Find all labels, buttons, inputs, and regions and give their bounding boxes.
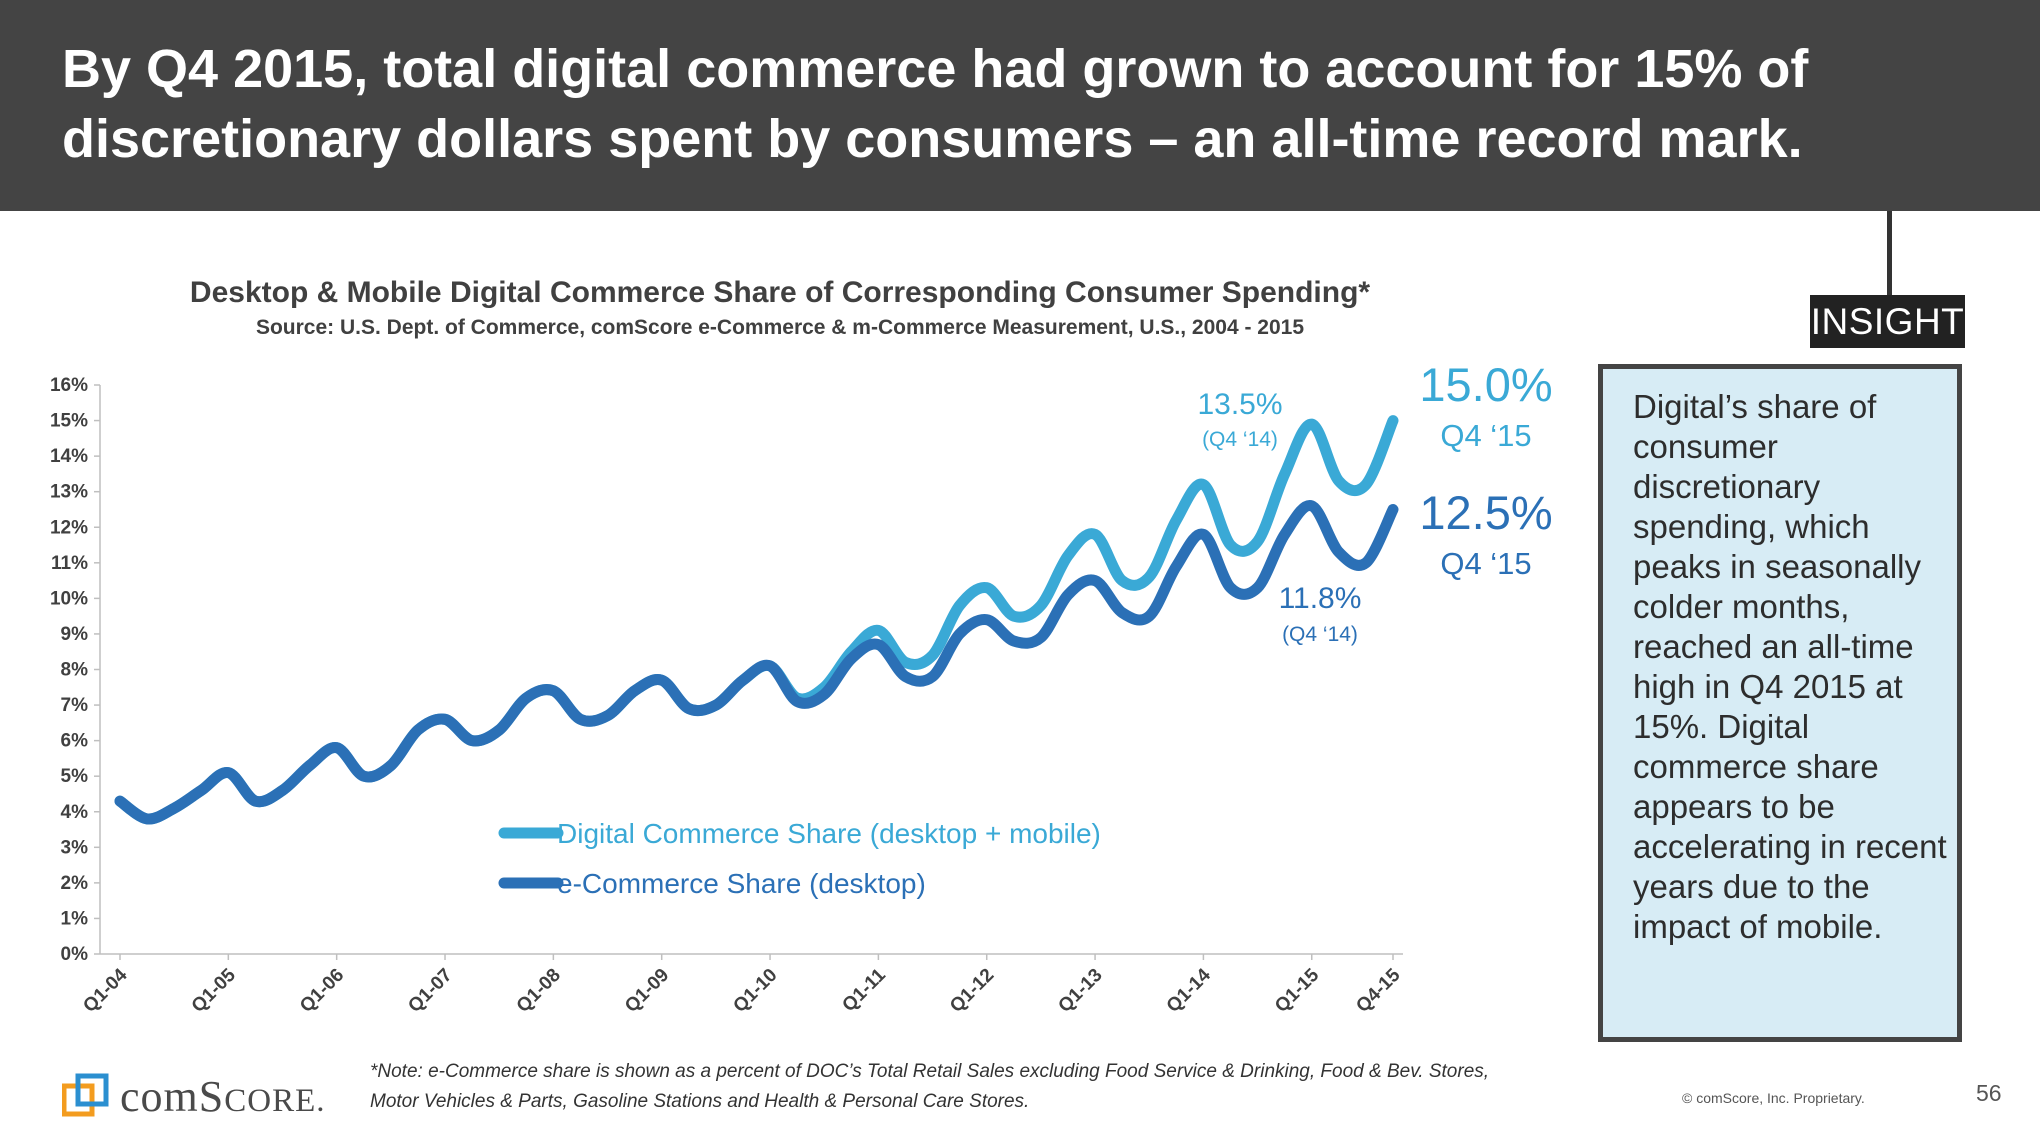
comscore-logo-icon (61, 1073, 109, 1117)
x-tick-label: Q1-06 (296, 965, 348, 1017)
insight-connector-line (1887, 211, 1892, 295)
line-chart: 0% 1% 2% 3% 4% 5% 6% 7% 8% 9% 10% 11% 12% 13% 14% 15% 16… (50, 360, 1553, 1017)
x-tick-label: Q1-13 (1054, 965, 1106, 1017)
header-bar: By Q4 2015, total digital commerce had g… (0, 0, 2040, 211)
y-tick-label: 1% (61, 908, 89, 929)
chart-subtitle: Source: U.S. Dept. of Commerce, comScore… (255, 316, 1305, 339)
annotation-ecom-q4-14-value: 11.8% (1279, 582, 1362, 615)
logo-text-s: S (198, 1072, 225, 1121)
y-tick-label: 9% (61, 624, 89, 645)
copyright: © comScore, Inc. Proprietary. (1682, 1090, 1865, 1106)
annotation-ecom-q4-14-label: (Q4 ‘14) (1282, 623, 1358, 646)
y-tick-label: 6% (61, 731, 89, 752)
page-title: By Q4 2015, total digital commerce had g… (62, 39, 1809, 169)
annotation-ecom-q4-15-value: 12.5% (1419, 486, 1552, 539)
y-tick-label: 3% (61, 837, 89, 858)
y-tick-label: 13% (50, 482, 88, 503)
y-tick-label: 12% (50, 517, 88, 538)
x-tick-label: Q1-09 (621, 965, 673, 1017)
insight-text: Digital’s share of consumer discretionar… (1633, 388, 1947, 945)
chart-annotations: 13.5% (Q4 ‘14) 11.8% (Q4 ‘14) 15.0% Q4 ‘15 12.… (1197, 360, 1552, 646)
x-tick-label: Q1-07 (404, 965, 456, 1017)
x-axis: Q1-04 Q1-05 Q1-06 Q1-07 Q1-08 Q1-09 Q1-10 Q1-11… (79, 953, 1405, 1017)
annotation-digital-q4-14-value: 13.5% (1197, 388, 1282, 421)
footnote-line-2: Motor Vehicles & Parts, Gasoline Station… (370, 1091, 1030, 1112)
y-tick-label: 2% (61, 873, 89, 894)
y-tick-label: 11% (51, 553, 88, 574)
comscore-logo: comSCORE. (61, 1072, 352, 1122)
annotation-digital-q4-14-label: (Q4 ‘14) (1202, 428, 1278, 451)
x-tick-label: Q1-05 (188, 964, 240, 1016)
y-tick-label: 8% (61, 660, 89, 681)
y-tick-label: 4% (61, 802, 89, 823)
annotation-digital-q4-15-value: 15.0% (1419, 360, 1552, 411)
annotation-digital-q4-15-label: Q4 ‘15 (1440, 418, 1531, 453)
chart-title: Desktop & Mobile Digital Commerce Share … (189, 276, 1371, 309)
legend-item-ecommerce-label: e-Commerce Share (desktop) (557, 868, 926, 899)
y-tick-label: 15% (50, 411, 88, 432)
x-tick-label: Q4-15 (1352, 964, 1404, 1016)
insight-tag: INSIGHT (1810, 295, 1965, 348)
y-tick-label: 7% (61, 695, 89, 716)
x-tick-label: Q1-15 (1271, 964, 1323, 1016)
footnote: *Note: e-Commerce share is shown as a pe… (370, 1057, 1610, 1117)
legend-item-digital-label: Digital Commerce Share (desktop + mobile… (557, 818, 1101, 849)
x-tick-label: Q1-10 (729, 965, 781, 1017)
logo-text-prefix: com (120, 1072, 199, 1121)
series-line-ecommerce (114, 500, 1399, 825)
x-tick-label: Q1-08 (513, 965, 565, 1017)
y-axis: 0% 1% 2% 3% 4% 5% 6% 7% 8% 9% 10% 11% 12% 13% 14% 15% 16… (50, 375, 101, 965)
logo-text-dot: . (316, 1083, 326, 1119)
y-tick-label: 16% (50, 375, 88, 396)
footnote-line-1: *Note: e-Commerce share is shown as a pe… (370, 1061, 1490, 1082)
x-tick-label: Q1-04 (79, 964, 131, 1016)
x-tick-label: Q1-11 (838, 964, 890, 1016)
insight-box: Digital’s share of consumer discretionar… (1598, 364, 1962, 1042)
annotation-ecom-q4-15-label: Q4 ‘15 (1440, 546, 1531, 581)
series-lines (114, 415, 1399, 825)
comscore-logo-text: comSCORE. (120, 1072, 326, 1126)
y-tick-label: 5% (61, 766, 89, 787)
y-tick-label: 14% (50, 446, 88, 467)
y-tick-label: 0% (61, 944, 89, 965)
page-number: 56 (1976, 1080, 2002, 1106)
y-tick-label: 10% (50, 588, 88, 609)
chart-legend: Digital Commerce Share (desktop + mobile… (498, 818, 1101, 899)
x-tick-label: Q1-14 (1163, 964, 1215, 1016)
x-tick-label: Q1-12 (946, 965, 998, 1017)
logo-text-rest: CORE (224, 1083, 317, 1119)
